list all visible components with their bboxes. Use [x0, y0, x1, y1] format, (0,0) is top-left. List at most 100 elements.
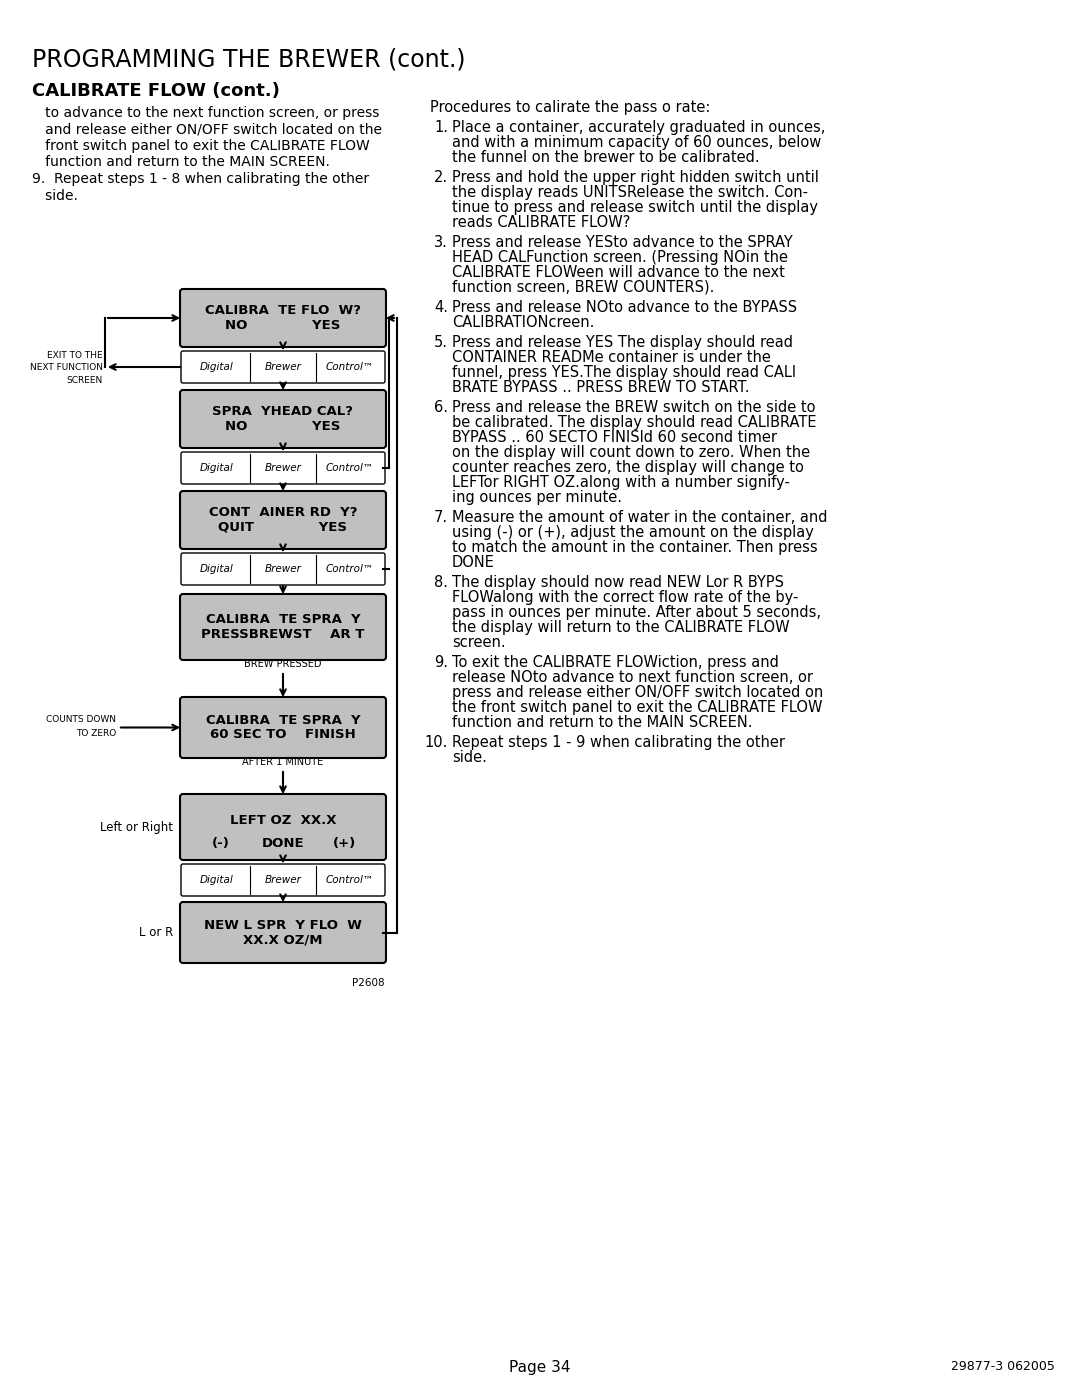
Text: the display will return to the CALIBRATE FLOW: the display will return to the CALIBRATE… — [453, 620, 789, 636]
Text: CALIBRATE FLOWeen will advance to the next: CALIBRATE FLOWeen will advance to the ne… — [453, 265, 785, 279]
Text: Control™: Control™ — [325, 875, 374, 886]
Text: To exit the CALIBRATE FLOWiction, press and: To exit the CALIBRATE FLOWiction, press … — [453, 655, 779, 671]
Text: Press and release the BREW switch on the side to: Press and release the BREW switch on the… — [453, 400, 815, 415]
Text: 3.: 3. — [434, 235, 448, 250]
Text: 4.: 4. — [434, 300, 448, 314]
Text: 6.: 6. — [434, 400, 448, 415]
Text: 9.: 9. — [434, 655, 448, 671]
Text: be calibrated. The display should read CALIBRATE: be calibrated. The display should read C… — [453, 415, 816, 430]
Text: pass in ounces per minute. After about 5 seconds,: pass in ounces per minute. After about 5… — [453, 605, 821, 620]
FancyBboxPatch shape — [181, 351, 384, 383]
Text: CONT  AINER RD  Y?: CONT AINER RD Y? — [208, 506, 357, 520]
Text: Brewer: Brewer — [265, 564, 301, 574]
Text: counter reaches zero, the display will change to: counter reaches zero, the display will c… — [453, 460, 804, 475]
Text: the funnel on the brewer to be calibrated.: the funnel on the brewer to be calibrate… — [453, 149, 759, 165]
Text: Digital: Digital — [200, 362, 233, 372]
Text: the display reads UNITSRelease the switch. Con-: the display reads UNITSRelease the switc… — [453, 184, 808, 200]
FancyBboxPatch shape — [180, 697, 386, 759]
Text: EXIT TO THE: EXIT TO THE — [48, 351, 103, 360]
Text: PROGRAMMING THE BREWER (cont.): PROGRAMMING THE BREWER (cont.) — [32, 47, 465, 73]
Text: CALIBRA  TE FLO  W?: CALIBRA TE FLO W? — [205, 305, 361, 317]
Text: Place a container, accurately graduated in ounces,: Place a container, accurately graduated … — [453, 120, 825, 136]
Text: and with a minimum capacity of 60 ounces, below: and with a minimum capacity of 60 ounces… — [453, 136, 821, 149]
Text: function and return to the MAIN SCREEN.: function and return to the MAIN SCREEN. — [453, 715, 753, 731]
Text: NO              YES: NO YES — [226, 420, 340, 433]
Text: 5.: 5. — [434, 335, 448, 351]
Text: to match the amount in the container. Then press: to match the amount in the container. Th… — [453, 541, 818, 555]
Text: Digital: Digital — [200, 875, 233, 886]
Text: funnel, press YES.The display should read CALI: funnel, press YES.The display should rea… — [453, 365, 796, 380]
Text: Press and release NOto advance to the BYPASS: Press and release NOto advance to the BY… — [453, 300, 797, 314]
Text: CONTAINER READMe container is under the: CONTAINER READMe container is under the — [453, 351, 771, 365]
FancyBboxPatch shape — [180, 490, 386, 549]
Text: SCREEN: SCREEN — [67, 376, 103, 386]
Text: tinue to press and release switch until the display: tinue to press and release switch until … — [453, 200, 818, 215]
Text: 29877-3 062005: 29877-3 062005 — [951, 1361, 1055, 1373]
Text: Press and release YES The display should read: Press and release YES The display should… — [453, 335, 793, 351]
Text: screen.: screen. — [453, 636, 505, 650]
Text: NO              YES: NO YES — [226, 319, 340, 332]
Text: ing ounces per minute.: ing ounces per minute. — [453, 490, 622, 504]
Text: DONE: DONE — [453, 555, 495, 570]
FancyBboxPatch shape — [180, 390, 386, 448]
Text: The display should now read NEW Lor R BYPS: The display should now read NEW Lor R BY… — [453, 576, 784, 590]
Text: PRESSBREWST    AR T: PRESSBREWST AR T — [201, 627, 365, 641]
Text: 8.: 8. — [434, 576, 448, 590]
Text: (-): (-) — [212, 837, 230, 849]
Text: release NOto advance to next function screen, or: release NOto advance to next function sc… — [453, 671, 813, 685]
Text: COUNTS DOWN: COUNTS DOWN — [46, 714, 116, 724]
Text: NEW L SPR  Y FLO  W: NEW L SPR Y FLO W — [204, 919, 362, 932]
Text: CALIBRATIONcreen.: CALIBRATIONcreen. — [453, 314, 594, 330]
Text: Left or Right: Left or Right — [100, 820, 173, 834]
Text: Brewer: Brewer — [265, 875, 301, 886]
FancyBboxPatch shape — [181, 863, 384, 895]
Text: Control™: Control™ — [325, 564, 374, 574]
Text: LEFT OZ  XX.X: LEFT OZ XX.X — [230, 814, 336, 827]
Text: (+): (+) — [334, 837, 356, 849]
Text: to advance to the next function screen, or press: to advance to the next function screen, … — [32, 106, 379, 120]
Text: front switch panel to exit the CALIBRATE FLOW: front switch panel to exit the CALIBRATE… — [32, 138, 369, 154]
Text: SPRA  YHEAD CAL?: SPRA YHEAD CAL? — [213, 405, 353, 418]
Text: side.: side. — [453, 750, 487, 766]
Text: side.: side. — [32, 189, 78, 203]
Text: BYPASS .. 60 SECTO FINISld 60 second timer: BYPASS .. 60 SECTO FINISld 60 second tim… — [453, 430, 777, 446]
Text: NEXT FUNCTION: NEXT FUNCTION — [30, 363, 103, 372]
Text: and release either ON/OFF switch located on the: and release either ON/OFF switch located… — [32, 123, 382, 137]
Text: CALIBRATE FLOW (cont.): CALIBRATE FLOW (cont.) — [32, 82, 280, 101]
Text: LEFTor RIGHT OZ.along with a number signify-: LEFTor RIGHT OZ.along with a number sign… — [453, 475, 789, 490]
Text: 10.: 10. — [424, 735, 448, 750]
Text: Digital: Digital — [200, 462, 233, 474]
Text: 60 SEC TO    FINISH: 60 SEC TO FINISH — [211, 728, 356, 742]
Text: reads CALIBRATE FLOW?: reads CALIBRATE FLOW? — [453, 215, 631, 231]
Text: HEAD CALFunction screen. (Pressing NOin the: HEAD CALFunction screen. (Pressing NOin … — [453, 250, 788, 265]
Text: XX.X OZ/M: XX.X OZ/M — [243, 933, 323, 946]
Text: Repeat steps 1 - 9 when calibrating the other: Repeat steps 1 - 9 when calibrating the … — [453, 735, 785, 750]
Text: Measure the amount of water in the container, and: Measure the amount of water in the conta… — [453, 510, 827, 525]
Text: function screen, BREW COUNTERS).: function screen, BREW COUNTERS). — [453, 279, 714, 295]
Text: CALIBRA  TE SPRA  Y: CALIBRA TE SPRA Y — [205, 613, 361, 626]
FancyBboxPatch shape — [180, 289, 386, 346]
Text: 2.: 2. — [434, 170, 448, 184]
Text: AFTER 1 MINUTE: AFTER 1 MINUTE — [242, 757, 324, 767]
Text: BREW PRESSED: BREW PRESSED — [244, 659, 322, 669]
Text: on the display will count down to zero. When the: on the display will count down to zero. … — [453, 446, 810, 460]
Text: FLOWalong with the correct flow rate of the by-: FLOWalong with the correct flow rate of … — [453, 590, 798, 605]
FancyBboxPatch shape — [181, 553, 384, 585]
Text: BRATE BYPASS .. PRESS BREW TO START.: BRATE BYPASS .. PRESS BREW TO START. — [453, 380, 750, 395]
Text: Procedures to calirate the pass o rate:: Procedures to calirate the pass o rate: — [430, 101, 711, 115]
FancyBboxPatch shape — [181, 453, 384, 483]
Text: using (-) or (+), adjust the amount on the display: using (-) or (+), adjust the amount on t… — [453, 525, 814, 541]
Text: DONE: DONE — [261, 837, 305, 849]
Text: 9.  Repeat steps 1 - 8 when calibrating the other: 9. Repeat steps 1 - 8 when calibrating t… — [32, 172, 369, 186]
Text: Press and hold the upper right hidden switch until: Press and hold the upper right hidden sw… — [453, 170, 819, 184]
Text: P2608: P2608 — [352, 978, 384, 988]
Text: 7.: 7. — [434, 510, 448, 525]
Text: Page 34: Page 34 — [510, 1361, 570, 1375]
FancyBboxPatch shape — [180, 594, 386, 659]
Text: Control™: Control™ — [325, 362, 374, 372]
Text: Press and release YESto advance to the SPRAY: Press and release YESto advance to the S… — [453, 235, 793, 250]
Text: Brewer: Brewer — [265, 462, 301, 474]
Text: the front switch panel to exit the CALIBRATE FLOW: the front switch panel to exit the CALIB… — [453, 700, 823, 715]
FancyBboxPatch shape — [180, 902, 386, 963]
Text: Brewer: Brewer — [265, 362, 301, 372]
